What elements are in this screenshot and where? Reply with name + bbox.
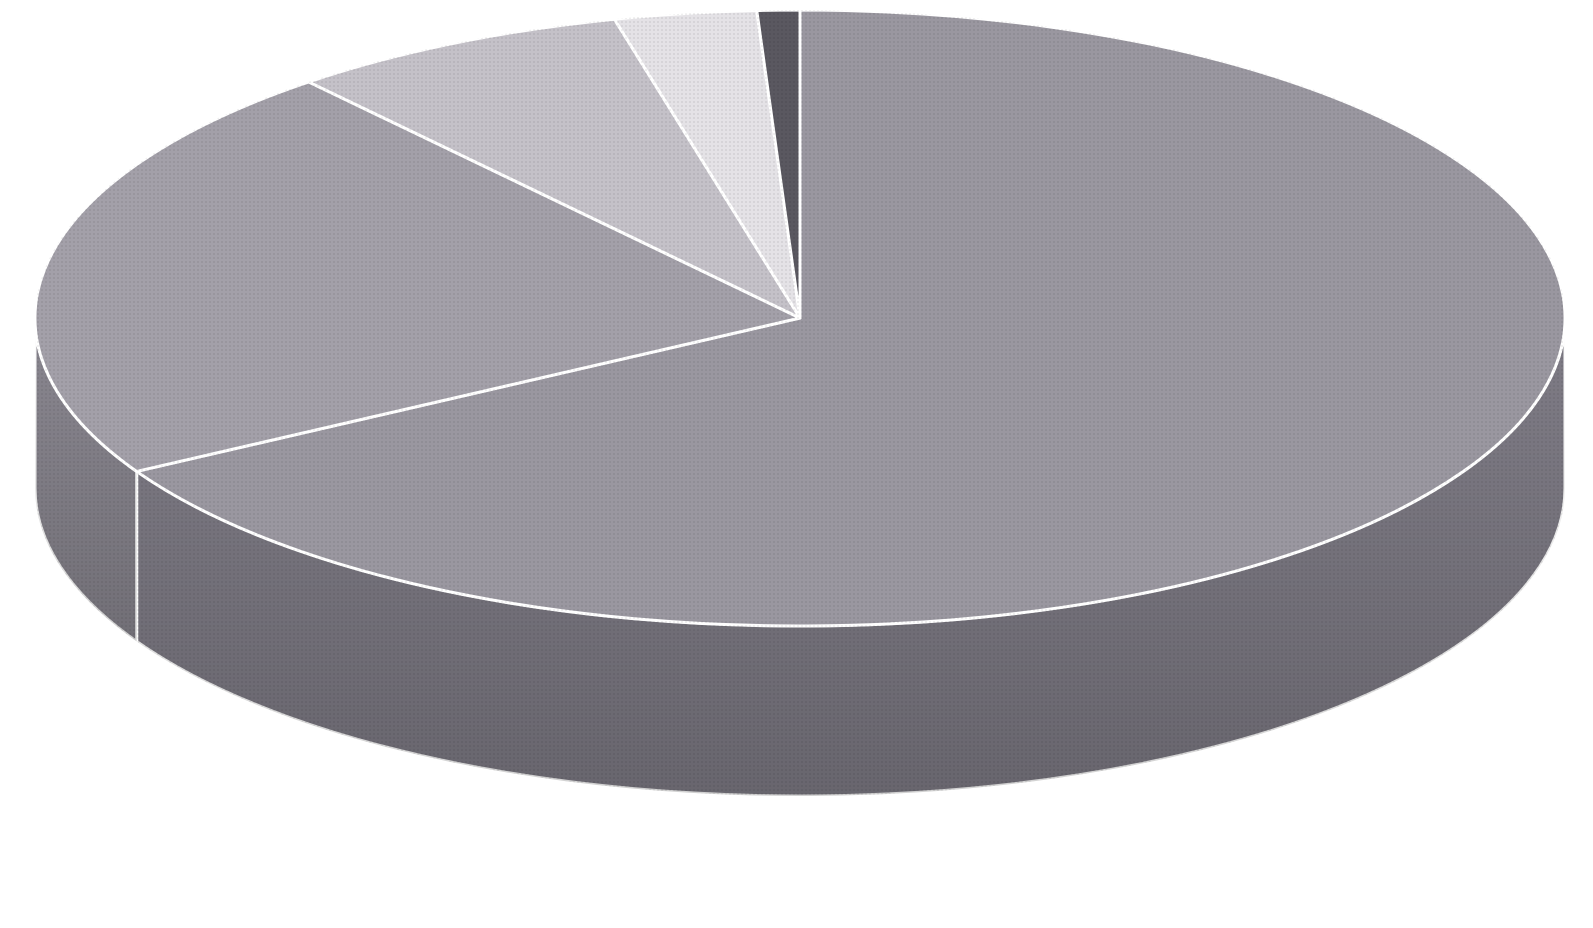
pie-side-texture (35, 318, 1565, 796)
pie-top-texture (35, 10, 1565, 626)
pie-texture (35, 10, 1565, 796)
